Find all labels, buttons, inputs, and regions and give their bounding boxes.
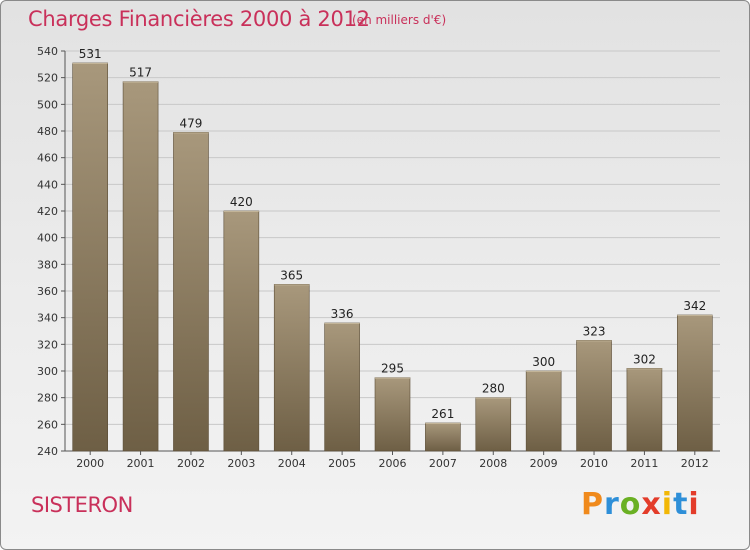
y-tick-label: 520 <box>37 72 58 85</box>
y-tick-label: 480 <box>37 125 58 138</box>
x-tick-label: 2003 <box>227 457 255 470</box>
bar <box>72 62 108 452</box>
y-tick-label: 380 <box>37 258 58 271</box>
data-label: 261 <box>431 407 454 421</box>
y-tick-label: 360 <box>37 285 58 298</box>
data-label: 280 <box>482 382 505 396</box>
y-tick-label: 420 <box>37 205 58 218</box>
bar <box>173 132 209 452</box>
bar <box>374 377 411 452</box>
bar <box>626 368 663 452</box>
bar <box>223 210 260 452</box>
y-tick-label: 540 <box>37 45 58 58</box>
bar <box>677 314 713 452</box>
bar <box>324 322 360 452</box>
x-tick-label: 2010 <box>580 457 608 470</box>
y-tick-label: 500 <box>37 98 58 111</box>
data-label: 420 <box>230 195 253 209</box>
data-label: 479 <box>180 116 203 130</box>
y-tick-label: 400 <box>37 232 58 245</box>
bar <box>525 370 562 452</box>
data-label: 342 <box>683 299 706 313</box>
logo-letter: i <box>688 487 700 522</box>
data-label: 323 <box>583 324 606 338</box>
x-tick-label: 2002 <box>177 457 205 470</box>
logo-letter: t <box>673 487 689 522</box>
data-label: 531 <box>79 47 102 61</box>
data-label: 295 <box>381 362 404 376</box>
bar <box>425 422 461 452</box>
y-tick-label: 280 <box>37 392 58 405</box>
proxiti-logo[interactable]: Proxiti <box>581 487 700 522</box>
x-tick-label: 2011 <box>630 457 658 470</box>
chart-subtitle: (en milliers d'€) <box>352 13 447 27</box>
x-tick-label: 2006 <box>379 457 407 470</box>
y-tick-label: 460 <box>37 152 58 165</box>
data-label: 300 <box>532 355 555 369</box>
y-tick-label: 320 <box>37 338 58 351</box>
logo-letter: r <box>604 487 620 522</box>
y-tick-label: 440 <box>37 178 58 191</box>
bar <box>475 397 512 452</box>
y-tick-label: 240 <box>37 445 58 458</box>
x-tick-label: 2000 <box>76 457 104 470</box>
y-tick-label: 300 <box>37 365 58 378</box>
bar <box>576 340 612 452</box>
data-label: 302 <box>633 352 656 366</box>
bar <box>122 81 159 452</box>
y-tick-label: 260 <box>37 418 58 431</box>
place-name: SISTERON <box>31 493 133 517</box>
x-tick-label: 2001 <box>127 457 155 470</box>
data-label: 365 <box>280 268 303 282</box>
x-tick-label: 2007 <box>429 457 457 470</box>
chart-title: Charges Financières 2000 à 2012 <box>28 7 370 31</box>
logo-letter: o <box>619 487 642 522</box>
x-tick-label: 2008 <box>479 457 507 470</box>
data-label: 336 <box>331 307 354 321</box>
x-tick-label: 2005 <box>328 457 356 470</box>
bar <box>273 284 310 452</box>
x-tick-label: 2012 <box>681 457 709 470</box>
x-tick-label: 2009 <box>530 457 558 470</box>
y-tick-label: 340 <box>37 312 58 325</box>
logo-letter: P <box>581 487 604 522</box>
data-label: 517 <box>129 66 152 80</box>
x-tick-label: 2004 <box>278 457 306 470</box>
logo-letter: i <box>661 487 674 522</box>
logo-letter: x <box>641 487 662 522</box>
